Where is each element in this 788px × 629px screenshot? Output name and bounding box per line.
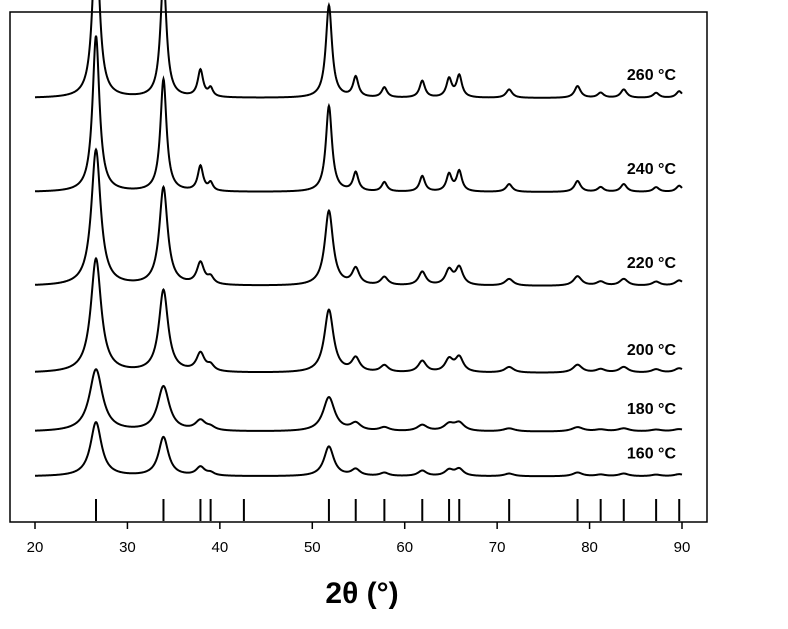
- x-axis-label: 2θ (°): [325, 577, 398, 610]
- series-label: 180 °C: [627, 401, 677, 418]
- series-label: 200 °C: [627, 342, 677, 359]
- series-label: 240 °C: [627, 161, 677, 178]
- plot-frame: [9, 11, 708, 523]
- x-tick-label: 20: [27, 539, 44, 556]
- x-axis: 20 30 40 50 60 70 80 90: [27, 522, 691, 556]
- series-labels: 260 °C 240 °C 220 °C 200 °C 180 °C 160 °C: [627, 67, 677, 462]
- series-group: [34, 0, 683, 478]
- x-tick-label: 80: [581, 539, 598, 556]
- series-label: 220 °C: [627, 255, 677, 272]
- x-tick-label: 50: [304, 539, 321, 556]
- x-tick-label: 90: [674, 539, 691, 556]
- series-line: [34, 0, 683, 99]
- x-tick-label: 40: [212, 539, 229, 556]
- series-line: [34, 256, 683, 374]
- series-line: [34, 421, 683, 478]
- series-line: [34, 147, 683, 287]
- reference-lines: [95, 499, 681, 521]
- series-label: 260 °C: [627, 67, 677, 84]
- series-label: 160 °C: [627, 446, 677, 463]
- x-tick-label: 70: [489, 539, 506, 556]
- x-tick-label: 30: [119, 539, 136, 556]
- series-line: [34, 35, 683, 193]
- x-tick-label: 60: [396, 539, 413, 556]
- series-line: [34, 368, 683, 433]
